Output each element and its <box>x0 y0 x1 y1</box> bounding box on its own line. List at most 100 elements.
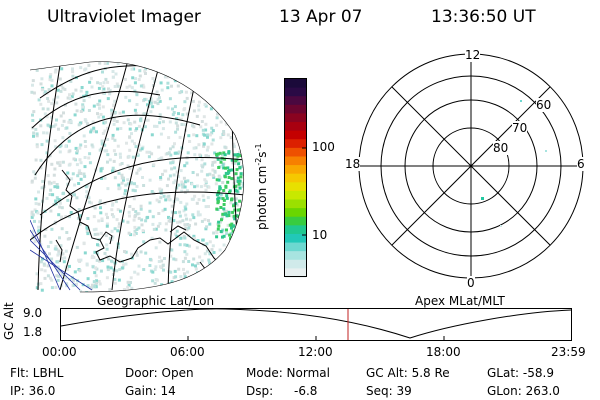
emission-pixel <box>86 277 90 281</box>
emission-pixel <box>100 217 104 221</box>
emission-pixel <box>103 62 107 65</box>
emission-pixel <box>118 268 122 271</box>
emission-pixel <box>126 178 130 182</box>
emission-pixel <box>83 165 87 169</box>
emission-pixel <box>139 207 143 211</box>
mlat-label-60: 60 <box>536 98 552 112</box>
emission-pixel <box>31 79 35 83</box>
emission-pixel <box>157 212 161 215</box>
emission-pixel <box>224 166 228 170</box>
emission-pixel <box>218 187 222 190</box>
emission-pixel <box>90 143 94 147</box>
emission-pixel <box>167 151 171 155</box>
emission-pixel <box>120 266 124 270</box>
emission-pixel <box>50 286 54 290</box>
emission-pixel <box>41 257 44 261</box>
emission-pixel <box>69 120 73 123</box>
emission-pixel <box>233 217 237 221</box>
emission-pixel <box>67 120 71 124</box>
emission-pixel <box>103 143 107 147</box>
emission-pixel <box>148 201 152 205</box>
emission-pixel <box>96 243 99 247</box>
emission-pixel <box>216 152 220 156</box>
emission-pixel <box>47 99 51 103</box>
emission-pixel <box>166 86 170 90</box>
emission-pixel <box>95 279 98 283</box>
emission-pixel <box>194 146 198 150</box>
emission-pixel <box>71 172 75 176</box>
mlt-label-0: 0 <box>467 276 475 290</box>
emission-pixel <box>91 254 94 258</box>
emission-pixel <box>167 194 171 198</box>
emission-pixel <box>106 97 110 101</box>
emission-pixel <box>77 182 81 185</box>
altitude-y-label: GC Alt <box>2 302 16 340</box>
emission-pixel <box>58 160 62 164</box>
emission-pixel <box>116 127 120 131</box>
emission-pixel <box>56 88 60 92</box>
emission-pixel <box>234 184 238 188</box>
emission-pixel <box>227 210 231 214</box>
emission-pixel <box>99 113 103 116</box>
emission-pixel <box>230 168 234 172</box>
emission-pixel <box>152 163 156 167</box>
emission-pixel <box>238 150 241 154</box>
emission-pixel <box>94 266 98 270</box>
emission-pixel <box>111 203 115 207</box>
emission-pixel <box>63 87 67 91</box>
emission-pixel <box>120 181 124 185</box>
emission-pixel <box>115 120 119 123</box>
emission-pixel <box>159 265 163 269</box>
emission-pixel <box>175 170 179 174</box>
emission-pixel <box>167 219 171 223</box>
emission-pixel <box>84 195 88 198</box>
emission-pixel <box>234 197 238 201</box>
emission-pixel <box>110 259 113 263</box>
emission-pixel <box>215 207 219 211</box>
emission-pixel <box>113 111 117 115</box>
status-flt: Flt: LBHL <box>10 366 64 380</box>
emission-pixel <box>35 134 39 138</box>
emission-pixel <box>102 87 106 91</box>
date-label: 13 Apr 07 <box>279 7 363 27</box>
emission-pixel <box>181 185 185 189</box>
colorbar <box>284 78 307 278</box>
colorbar-band <box>285 165 306 175</box>
emission-pixel <box>238 208 242 212</box>
emission-pixel <box>221 228 225 232</box>
emission-pixel <box>98 148 102 152</box>
emission-pixel <box>166 152 169 156</box>
emission-pixel <box>35 145 39 149</box>
emission-pixel <box>191 263 194 267</box>
emission-pixel <box>37 202 41 206</box>
emission-pixel <box>116 84 120 88</box>
emission-pixel <box>116 144 120 148</box>
emission-pixel <box>164 198 168 202</box>
emission-pixel <box>195 157 199 161</box>
emission-pixel <box>123 250 126 253</box>
emission-pixel <box>118 163 122 167</box>
x-label-0600: 06:00 <box>170 345 205 359</box>
emission-pixel <box>222 207 226 211</box>
emission-pixel <box>102 81 106 85</box>
emission-pixel <box>222 198 226 202</box>
emission-pixel <box>158 116 162 120</box>
emission-pixel <box>67 163 71 167</box>
colorbar-band <box>285 122 306 132</box>
emission-pixel <box>59 244 63 248</box>
emission-pixel <box>113 99 117 103</box>
emission-pixel <box>131 207 135 211</box>
emission-pixel <box>48 182 52 186</box>
emission-pixel <box>113 277 117 281</box>
emission-pixel <box>105 149 109 153</box>
emission-pixel <box>60 206 64 210</box>
emission-pixel <box>202 115 206 119</box>
emission-pixel <box>93 271 97 275</box>
colorbar-band <box>285 113 306 123</box>
emission-pixel <box>133 189 137 193</box>
colorbar-band <box>285 233 306 244</box>
emission-pixel <box>57 249 61 253</box>
emission-pixel <box>30 215 34 219</box>
emission-pixel <box>161 120 165 124</box>
